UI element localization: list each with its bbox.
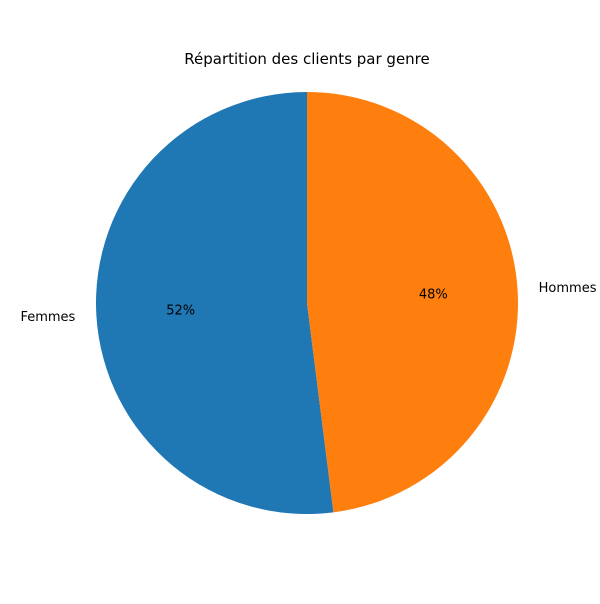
slice-value-label-femmes: 52%	[166, 303, 195, 318]
slice-category-label-hommes: Hommes	[539, 281, 597, 296]
slice-category-label-femmes: Femmes	[20, 310, 75, 325]
pie-slice-hommes	[307, 92, 519, 513]
slice-value-label-hommes: 48%	[419, 288, 448, 303]
pie-slices	[96, 92, 519, 514]
chart-title: Répartition des clients par genre	[184, 50, 430, 68]
pie-labels: 52% Femmes 48% Hommes	[20, 281, 596, 325]
pie-slice-femmes	[96, 92, 334, 514]
